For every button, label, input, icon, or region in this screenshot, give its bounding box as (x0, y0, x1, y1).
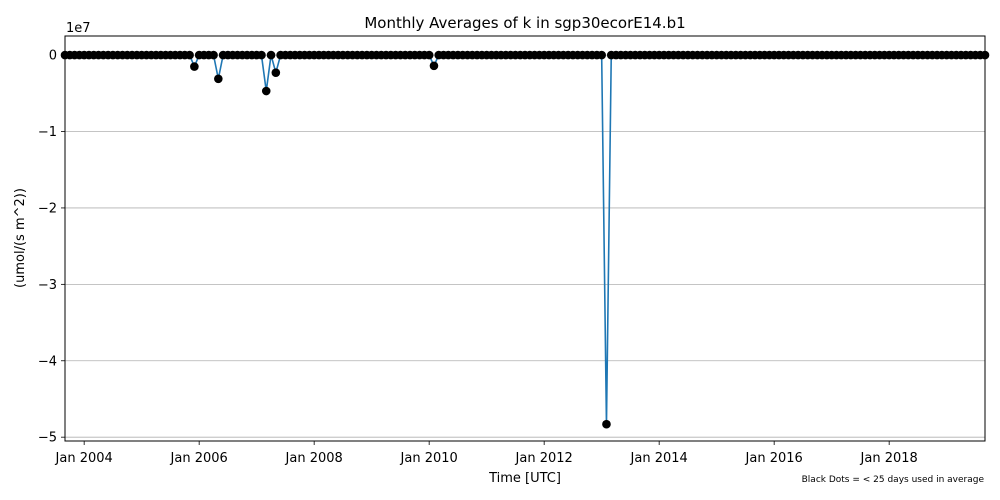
y-tick-label: −2 (38, 201, 57, 216)
data-point (190, 62, 199, 71)
data-point (602, 419, 611, 429)
data-point (209, 50, 218, 60)
data-point (597, 50, 606, 60)
data-point (429, 61, 439, 71)
y-tick-label: −5 (38, 431, 57, 446)
x-tick-label: Jan 2014 (630, 451, 688, 466)
x-axis-label: Time [UTC] (488, 471, 561, 486)
series-line (65, 54, 985, 425)
x-tick-label: Jan 2004 (55, 451, 113, 466)
x-axis: Jan 2004 Jan 2006 Jan 2008 Jan 2010 Jan 2012… (55, 441, 918, 466)
data-points (60, 50, 990, 429)
y-tick-label: −1 (38, 125, 57, 140)
x-tick-label: Jan 2016 (745, 451, 803, 466)
data-point (424, 50, 434, 60)
footnote: Black Dots = < 25 days used in average (802, 475, 985, 485)
series-line-group (65, 54, 985, 425)
data-point (271, 68, 281, 77)
y-axis: 0 −1 −2 −3 −4 −5 (38, 49, 65, 446)
y-tick-label: 0 (49, 49, 57, 64)
y-tick-label: −3 (38, 278, 57, 293)
data-point (185, 50, 194, 60)
x-tick-label: Jan 2006 (170, 451, 228, 466)
data-point (261, 86, 271, 96)
data-point (214, 74, 223, 84)
x-tick-label: Jan 2012 (515, 451, 573, 466)
x-tick-label: Jan 2008 (285, 451, 343, 466)
plot-area-frame (64, 35, 986, 442)
x-tick-label: Jan 2010 (400, 451, 458, 466)
chart-title: Monthly Averages of k in sgp30ecorE14.b1 (364, 14, 685, 32)
x-tick-label: Jan 2018 (860, 451, 918, 466)
y-tick-label: −4 (38, 354, 57, 369)
y-axis-label: (umol/(s m^2)) (13, 188, 28, 288)
y-multiplier-label: 1e7 (66, 21, 91, 36)
data-point (266, 50, 276, 60)
data-point (257, 50, 266, 60)
grid-lines (65, 54, 985, 438)
